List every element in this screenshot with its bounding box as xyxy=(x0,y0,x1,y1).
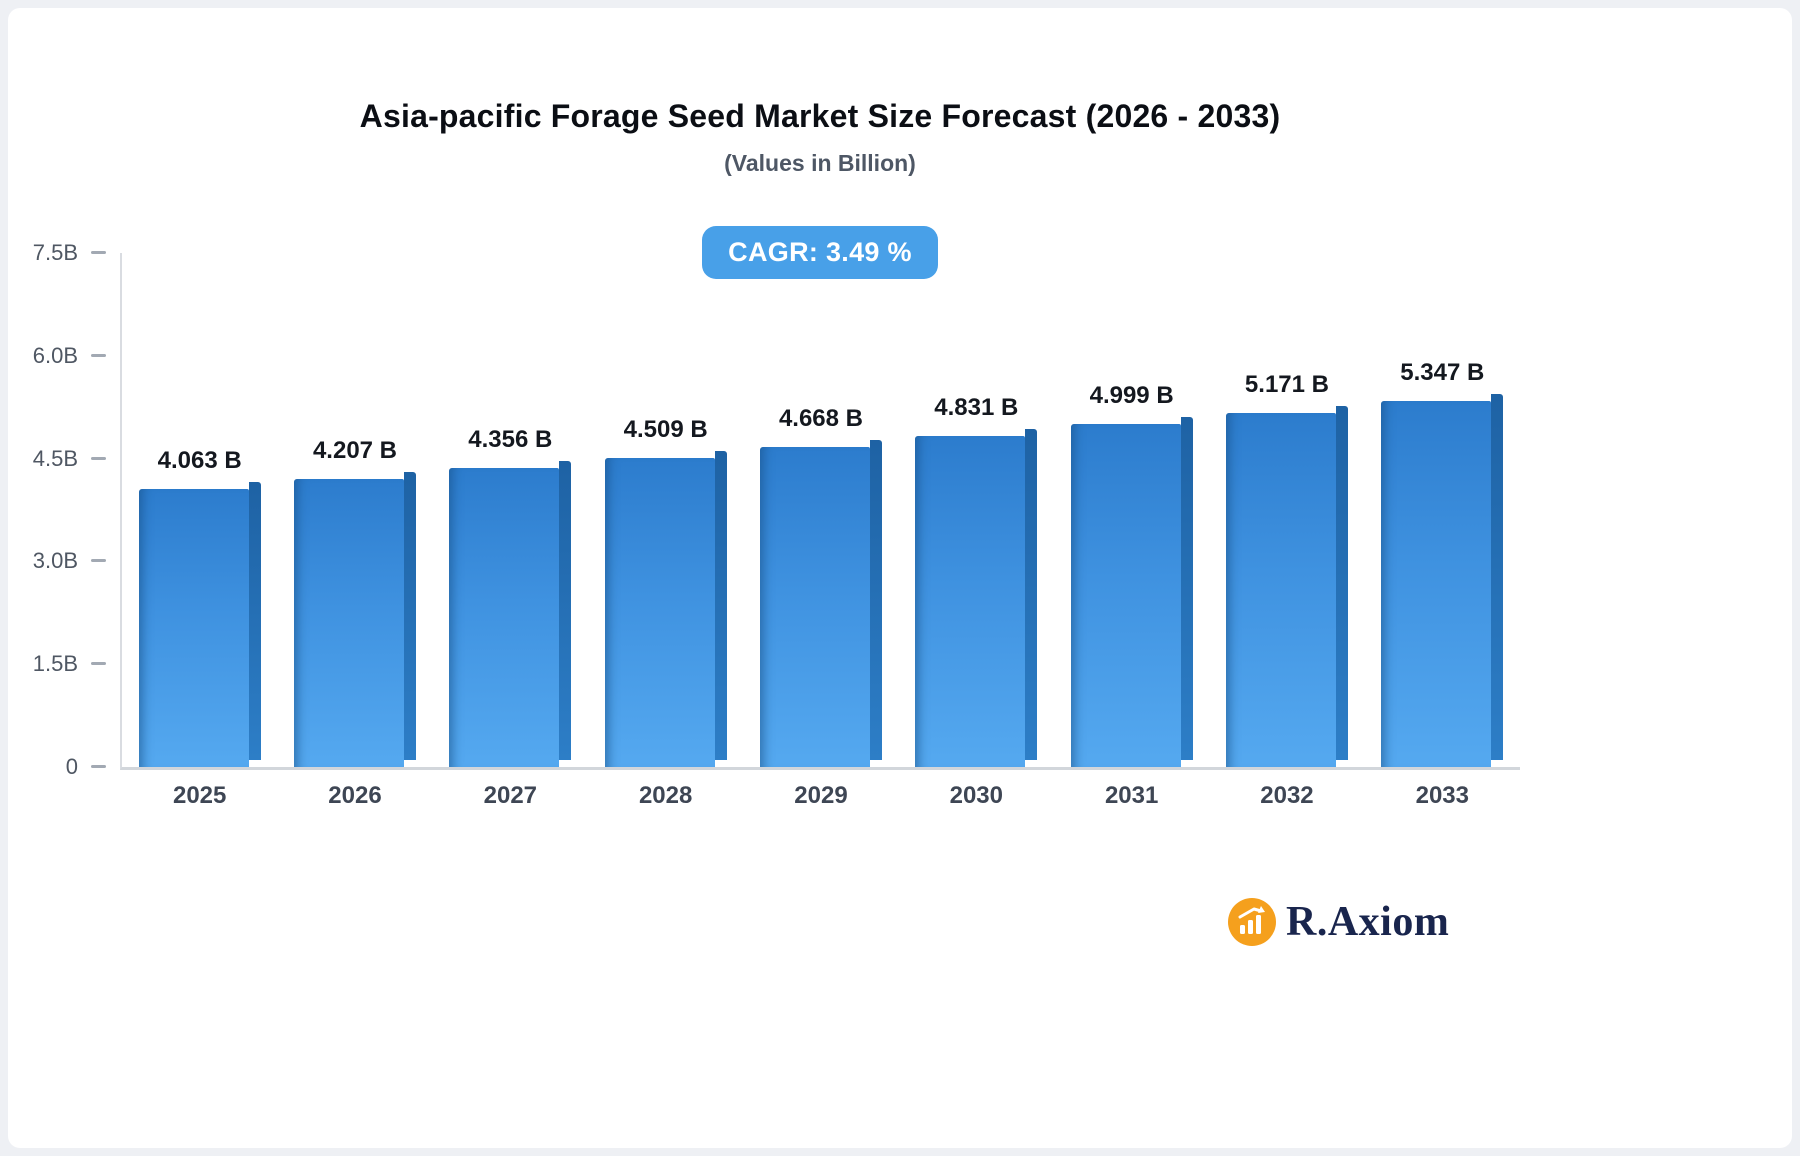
x-axis-label-2027: 2027 xyxy=(483,782,538,809)
bar-side-face xyxy=(403,471,416,760)
y-axis-tick-mark xyxy=(91,456,106,460)
bar-front-face xyxy=(915,435,1026,767)
bar-chart-icon xyxy=(1228,898,1276,946)
x-axis-label-2032: 2032 xyxy=(1260,782,1314,809)
x-axis-label-2026: 2026 xyxy=(328,782,382,809)
bar-slot: 4.356 B xyxy=(433,253,588,767)
bar-slot: 4.668 B xyxy=(743,253,898,767)
bar-side-face xyxy=(869,440,882,760)
bar-slot: 4.063 B xyxy=(122,253,277,767)
bar-2026: 4.207 B xyxy=(293,437,416,767)
bar-2030: 4.831 B xyxy=(915,394,1038,767)
bar-2032: 5.171 B xyxy=(1225,371,1348,767)
bar-front-face xyxy=(1381,400,1492,767)
bar-2027: 4.356 B xyxy=(449,426,572,767)
x-axis-label-2033: 2033 xyxy=(1415,782,1469,809)
bar-value-label: 4.668 B xyxy=(778,405,863,433)
bar-2028: 4.509 B xyxy=(604,416,727,767)
bar-value-label: 4.356 B xyxy=(468,426,553,454)
y-axis-tick-label: 7.5B xyxy=(32,240,78,265)
chart-card: Asia-pacific Forage Seed Market Size For… xyxy=(8,8,1792,1148)
bar-slot: 4.207 B xyxy=(277,253,432,767)
bar-side-face xyxy=(559,461,572,760)
bar-value-label: 4.509 B xyxy=(623,415,708,443)
bar-slot: 4.999 B xyxy=(1054,253,1209,767)
y-axis-tick-label: 0 xyxy=(65,754,78,779)
y-axis-tick-mark xyxy=(91,559,106,563)
chart-title: Asia-pacific Forage Seed Market Size For… xyxy=(359,98,1281,134)
bar-2029: 4.668 B xyxy=(759,405,882,767)
bar-side-face xyxy=(714,450,727,760)
brand-name: R.Axiom xyxy=(1286,899,1450,945)
bars-container: 4.063 B 4.207 B 4.356 B 4.509 B 4.668 B 4.831… xyxy=(122,253,1520,767)
bar-value-label: 5.347 B xyxy=(1400,358,1485,386)
bar-value-label: 4.063 B xyxy=(157,446,242,474)
bar-side-face xyxy=(1491,393,1504,760)
y-axis-tick-mark xyxy=(91,662,106,666)
bar-2033: 5.347 B xyxy=(1381,359,1504,767)
brand-logo: R.Axiom xyxy=(1228,898,1449,946)
bar-slot: 4.509 B xyxy=(588,253,743,767)
bar-side-face xyxy=(1335,405,1348,760)
bar-slot: 5.347 B xyxy=(1365,253,1520,767)
bar-front-face xyxy=(449,468,560,767)
bar-front-face xyxy=(138,488,249,767)
bar-value-label: 5.171 B xyxy=(1244,370,1329,398)
x-axis-label-2028: 2028 xyxy=(638,782,693,809)
bar-value-label: 4.999 B xyxy=(1089,382,1174,410)
bar-front-face xyxy=(293,478,404,767)
y-axis-tick-label: 4.5B xyxy=(32,445,78,471)
x-axis-label-2029: 2029 xyxy=(794,782,848,809)
chart-subtitle: (Values in Billion) xyxy=(724,150,916,176)
cagr-badge: CAGR: 3.49 % xyxy=(702,226,938,279)
x-axis-label-2025: 2025 xyxy=(172,782,227,809)
y-axis-tick-mark xyxy=(91,765,106,768)
bar-2031: 4.999 B xyxy=(1070,382,1193,767)
bar-front-face xyxy=(1225,412,1336,767)
y-axis-tick-mark xyxy=(91,251,106,254)
y-axis-tick-label: 1.5B xyxy=(32,651,78,677)
bar-2025: 4.063 B xyxy=(138,447,261,767)
x-axis-label-2031: 2031 xyxy=(1104,782,1159,809)
bar-slot: 4.831 B xyxy=(899,253,1054,767)
x-axis-labels: 2025 2026 2027 2028 2029 2030 2031 2032 2033 xyxy=(122,782,1520,810)
y-axis-tick-label: 6.0B xyxy=(32,342,78,368)
bar-slot: 5.171 B xyxy=(1209,253,1364,767)
bar-side-face xyxy=(1180,417,1193,760)
y-axis-tick-mark xyxy=(91,353,106,357)
cagr-badge-row: CAGR: 3.49 % xyxy=(120,226,1520,279)
bar-side-face xyxy=(248,481,261,760)
bar-front-face xyxy=(604,457,715,767)
plot-area: 0 1.5B 3.0B 4.5B 6.0B 7.5B 4.063 B 4.207 B 4.35… xyxy=(33,240,1520,809)
bar-value-label: 4.207 B xyxy=(312,436,398,464)
y-axis-tick-label: 3.0B xyxy=(32,548,78,574)
bar-value-label: 4.831 B xyxy=(934,393,1019,421)
bar-side-face xyxy=(1025,428,1038,760)
y-axis: 0 1.5B 3.0B 4.5B 6.0B 7.5B xyxy=(10,240,122,779)
x-axis-label-2030: 2030 xyxy=(949,782,1003,809)
bar-front-face xyxy=(1070,424,1181,767)
bar-front-face xyxy=(759,447,870,767)
